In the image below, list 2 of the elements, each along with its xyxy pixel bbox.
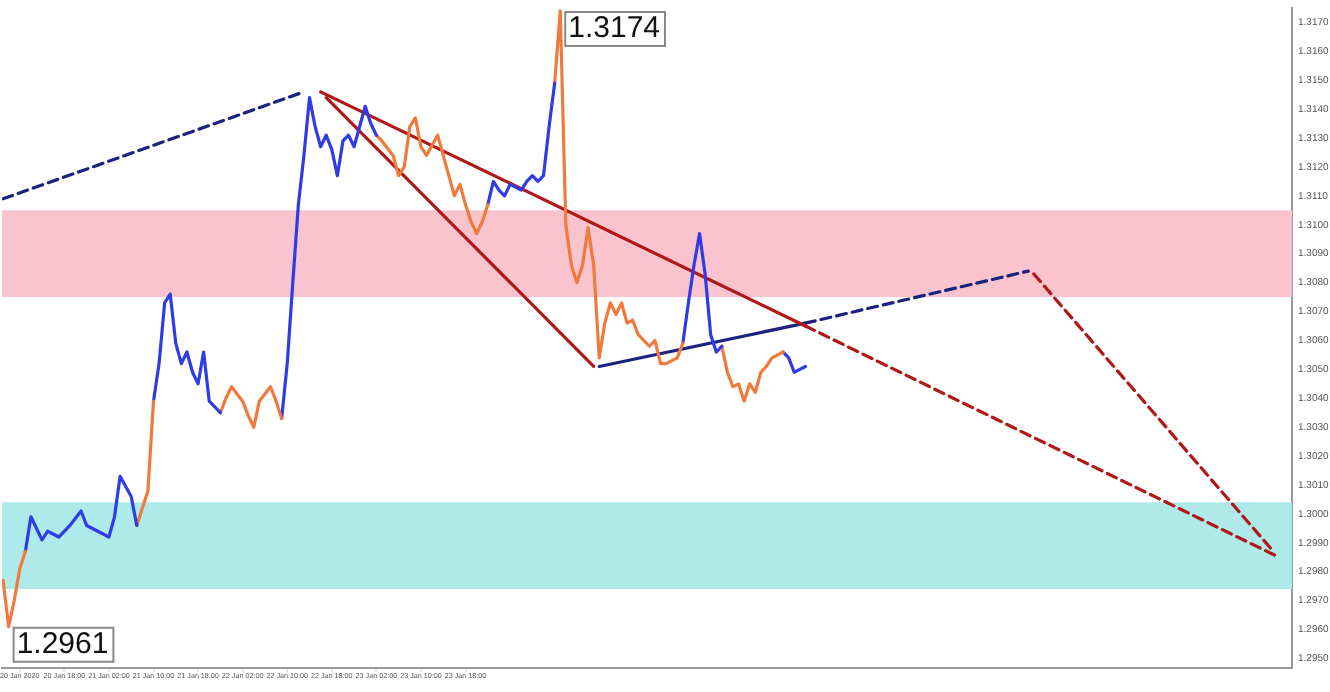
annotation: 1.3174 <box>568 11 661 46</box>
annotation: 1.2961 <box>16 626 109 661</box>
